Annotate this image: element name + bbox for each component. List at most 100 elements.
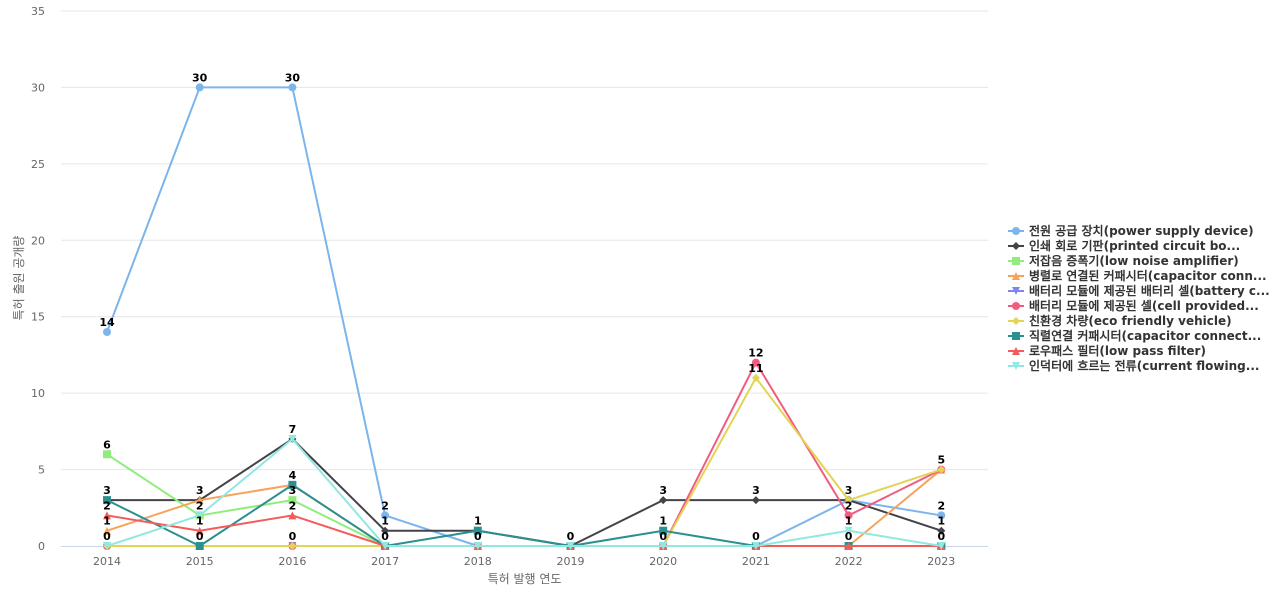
legend-item[interactable]: 친환경 차량(eco friendly vehicle) [1008,313,1232,328]
data-label: 12 [748,347,763,360]
data-label: 30 [192,71,208,84]
data-label: 1 [845,515,853,528]
data-label: 0 [659,530,667,543]
legend-item[interactable]: 로우패스 필터(low pass filter) [1008,343,1206,358]
x-tick-label: 2021 [742,555,770,568]
data-point-marker [1012,272,1020,280]
data-point-marker [103,496,111,505]
data-point-marker [195,526,204,535]
data-point-marker [103,542,111,550]
series-group [103,358,946,550]
data-label: 7 [289,423,297,436]
data-point-marker [937,511,946,520]
data-point-marker [659,526,668,535]
series-line [106,438,942,547]
data-point-marker [288,542,297,550]
data-label: 0 [103,530,111,543]
y-axis-title: 특허 출원 공개량 [12,236,26,321]
legend: 전원 공급 장치(power supply device)인쇄 회로 기판(pr… [1008,223,1270,373]
data-label: 30 [285,71,301,84]
data-label: 3 [845,484,853,497]
x-tick-label: 2017 [371,555,399,568]
x-tick-label: 2018 [464,555,492,568]
data-point-marker [844,496,853,505]
series-group [103,511,946,550]
data-point-marker [103,526,111,535]
data-label: 3 [752,484,760,497]
y-tick-label: 5 [38,464,45,477]
data-label: 3 [289,484,297,497]
series-group [103,465,946,550]
data-point-marker [103,328,111,336]
data-label: 2 [289,499,297,512]
data-label: 0 [845,530,853,543]
legend-label: 인덕터에 흐르는 전류(current flowing... [1029,358,1259,373]
legend-label: 배터리 모듈에 제공된 셀(cell provided... [1029,298,1259,313]
data-label: 0 [289,530,297,543]
data-point-marker [1012,242,1020,250]
data-point-marker [473,526,482,535]
data-label: 4 [289,469,297,482]
data-point-marker [288,496,297,505]
data-point-marker [1012,332,1020,340]
data-label: 3 [103,484,111,497]
legend-label: 병렬로 연결된 커패시터(capacitor conn... [1029,268,1267,283]
data-label: 1 [937,515,945,528]
x-tick-label: 2016 [278,555,306,568]
legend-label: 로우패스 필터(low pass filter) [1029,343,1206,358]
data-point-marker [659,542,668,550]
data-label: 1 [474,515,482,528]
data-label: 0 [567,530,575,543]
legend-item[interactable]: 인쇄 회로 기판(printed circuit bo... [1008,238,1240,253]
y-axis-tick-labels: 0 5 10 15 20 25 30 35 [31,5,45,553]
x-axis-tick-labels: 2014 2015 2016 2017 2018 2019 2020 2021 2022 2023 [93,555,955,568]
data-label: 6 [103,438,111,451]
data-point-marker [381,526,390,535]
data-point-marker [751,373,760,382]
data-point-marker [844,526,853,535]
data-point-marker [937,465,946,474]
data-point-marker [473,542,482,550]
legend-item[interactable]: 병렬로 연결된 커패시터(capacitor conn... [1008,268,1267,283]
legend-item[interactable]: 전원 공급 장치(power supply device) [1008,223,1254,238]
series-lines [103,83,946,550]
x-axis-title: 특허 발행 연도 [488,571,562,586]
x-tick-label: 2014 [93,555,121,568]
data-point-marker [381,542,390,550]
legend-item[interactable]: 배터리 모듈에 제공된 배터리 셀(battery c... [1008,283,1270,298]
legend-item[interactable]: 저잡음 증폭기(low noise amplifier) [1008,253,1239,268]
x-tick-label: 2015 [186,555,214,568]
series-group [103,435,946,550]
data-point-marker [1012,227,1020,235]
data-point-marker [195,542,204,550]
data-point-marker [751,496,760,505]
legend-item[interactable]: 직렬연결 커패시터(capacitor connect... [1008,328,1261,343]
y-tick-label: 0 [38,540,45,553]
data-label: 0 [937,530,945,543]
data-label: 0 [196,530,204,543]
data-label: 0 [752,530,760,543]
data-label: 3 [196,484,204,497]
data-point-marker [937,542,946,550]
data-point-marker [659,496,668,505]
y-tick-label: 15 [31,311,45,324]
data-label: 0 [381,530,389,543]
data-label: 14 [99,316,115,329]
series-line [106,514,942,547]
y-tick-label: 30 [31,81,45,94]
data-point-marker [288,480,297,489]
data-point-marker [937,526,946,535]
data-point-marker [288,511,297,520]
series-line [107,438,942,547]
x-tick-label: 2019 [557,555,585,568]
data-label: 3 [659,484,667,497]
data-point-marker [1012,362,1020,370]
legend-item[interactable]: 배터리 모듈에 제공된 셀(cell provided... [1008,298,1259,313]
data-point-marker [1012,317,1020,325]
legend-item[interactable]: 인덕터에 흐르는 전류(current flowing... [1008,358,1259,373]
legend-label: 친환경 차량(eco friendly vehicle) [1029,313,1232,328]
legend-label: 전원 공급 장치(power supply device) [1029,223,1254,238]
legend-label: 직렬연결 커패시터(capacitor connect... [1029,328,1261,343]
